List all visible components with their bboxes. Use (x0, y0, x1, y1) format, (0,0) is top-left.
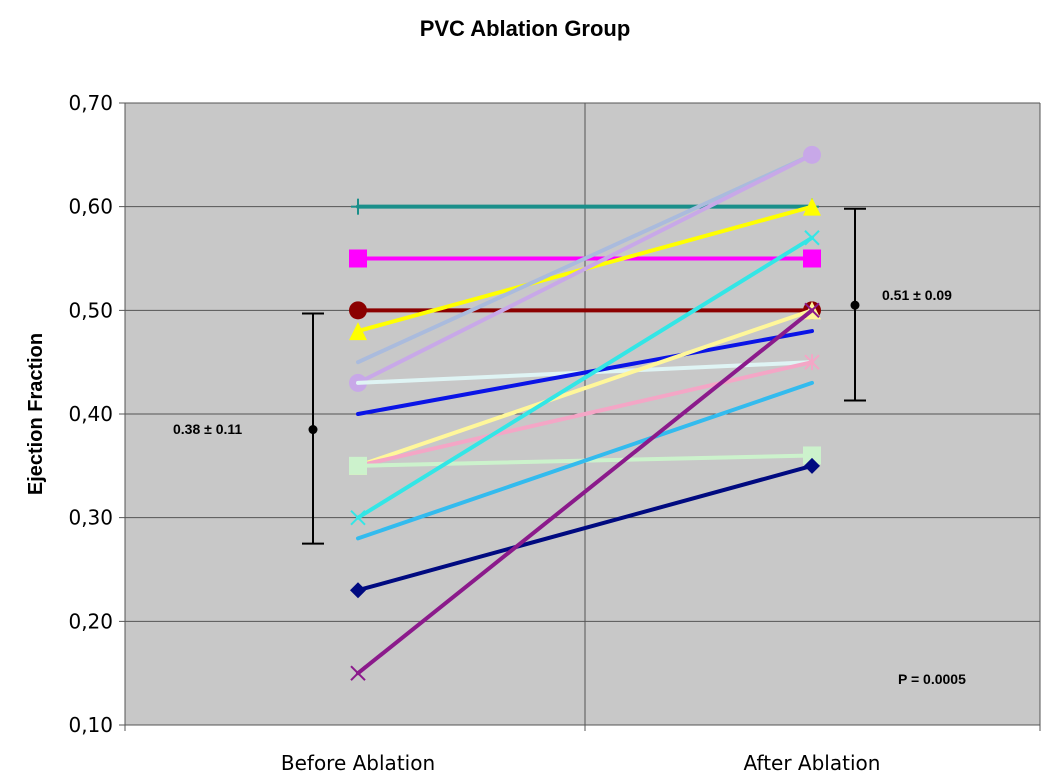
marker-triangle (349, 322, 367, 341)
series-line (356, 308, 814, 468)
y-axis-label: Ejection Fraction (25, 333, 47, 495)
marker-circle (349, 301, 367, 320)
before-mean-point (308, 425, 318, 435)
marker-square (349, 249, 367, 268)
y-tick-label: 0,50 (68, 298, 113, 322)
marker-diamond (804, 457, 820, 474)
marker-circle (803, 145, 821, 164)
after-annotation: 0.51 ± 0.09 (882, 287, 952, 303)
series-line (356, 380, 814, 541)
marker-square (803, 446, 821, 465)
series-line (356, 235, 814, 520)
y-tick-label: 0,40 (68, 402, 113, 426)
after-mean-point (850, 300, 860, 310)
chart-title: PVC Ablation Group (420, 16, 631, 41)
marker-diamond (350, 582, 366, 599)
series-line (356, 152, 814, 365)
y-tick-label: 0,70 (68, 91, 113, 115)
y-tick-label: 0,10 (68, 713, 113, 737)
marker-square (349, 456, 367, 475)
marker-x (350, 665, 366, 681)
marker-square (803, 249, 821, 268)
series-line (356, 360, 814, 468)
x-tick-label: After Ablation (744, 751, 881, 775)
marker-x (804, 230, 820, 246)
series-line (356, 152, 814, 385)
y-tick-label: 0,60 (68, 195, 113, 219)
before-annotation: 0.38 ± 0.11 (173, 421, 242, 437)
marker-x (350, 509, 366, 526)
p-value: P = 0.0005 (898, 671, 966, 687)
series-line (356, 463, 814, 593)
marker-x (804, 302, 820, 319)
y-tick-label: 0,30 (68, 506, 113, 530)
x-tick-label: Before Ablation (281, 751, 435, 775)
y-tick-label: 0,20 (68, 609, 113, 633)
marker-triangle (803, 197, 821, 216)
series-line (356, 308, 814, 676)
series-line (356, 329, 814, 416)
